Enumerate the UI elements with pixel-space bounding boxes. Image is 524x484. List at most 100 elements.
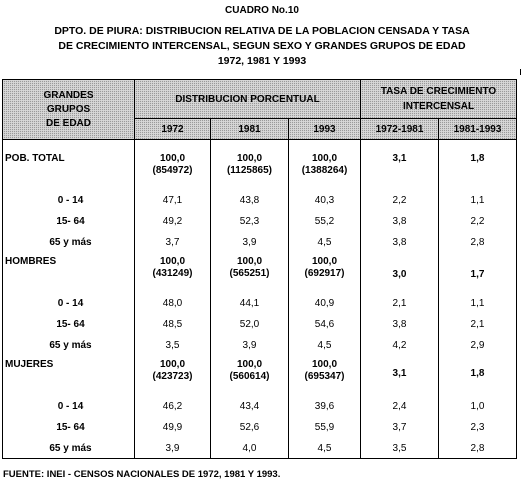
- group-row-mujeres: MUJERES 100,0 (423723) 100,0 (560614) 100,…: [2, 356, 518, 396]
- group-value: 100,0 (854972): [134, 150, 211, 190]
- cell: 3,8: [360, 232, 439, 253]
- table-row: 0 - 14 47,1 43,8 40,3 2,2 1,1: [2, 190, 518, 211]
- header-line: DE EDAD: [45, 117, 91, 129]
- cursor-mark: [520, 69, 521, 75]
- header-line: TASA DE CRECIMIENTO: [380, 86, 497, 97]
- cell: 2,8: [437, 438, 518, 459]
- cell: 55,2: [288, 211, 361, 232]
- cell: 2,4: [360, 396, 439, 417]
- table-subtitle: DPTO. DE PIURA: DISTRIBUCION RELATIVA DE…: [0, 24, 524, 69]
- cell: 4,5: [288, 232, 361, 253]
- table-row: 15- 64 48,5 52,0 54,6 3,8 2,1: [2, 314, 518, 335]
- table-row: 15- 64 49,2 52,3 55,2 3,8 2,2: [2, 211, 518, 232]
- group-value: 100,0 (565251): [210, 253, 289, 293]
- header-period: 1972-1981: [360, 118, 439, 140]
- cell: 40,9: [288, 293, 361, 314]
- cell: 54,6: [288, 314, 361, 335]
- age-label: 0 - 14: [2, 396, 135, 417]
- group-value: 100,0 (560614): [210, 356, 289, 396]
- group-value: 100,0 (431249): [134, 253, 211, 293]
- group-tasa: 1,7: [437, 253, 518, 293]
- cell: 48,5: [134, 314, 211, 335]
- age-label: 65 y más: [2, 335, 135, 356]
- cell: 48,0: [134, 293, 211, 314]
- header-year: 1972: [134, 118, 211, 140]
- cell: 2,9: [437, 335, 518, 356]
- age-label: 15- 64: [2, 417, 135, 438]
- table-row: 65 y más 3,9 4,0 4,5 3,5 2,8: [2, 438, 518, 459]
- group-tasa: 3,0: [360, 253, 439, 293]
- group-value: 100,0 (692917): [288, 253, 361, 293]
- age-label: 65 y más: [2, 232, 135, 253]
- cell: 3,9: [210, 335, 289, 356]
- cell: 2,1: [360, 293, 439, 314]
- group-value: 100,0 (695347): [288, 356, 361, 396]
- table-title: CUADRO No.10: [225, 5, 299, 16]
- cell: 49,9: [134, 417, 211, 438]
- cell: 40,3: [288, 190, 361, 211]
- cell: 52,0: [210, 314, 289, 335]
- cell: 3,7: [134, 232, 211, 253]
- age-label: 65 y más: [2, 438, 135, 459]
- table-row: 0 - 14 48,0 44,1 40,9 2,1 1,1: [2, 293, 518, 314]
- cell: 3,8: [360, 211, 439, 232]
- header-tasa: TASA DE CRECIMIENTO INTERCENSAL: [359, 79, 518, 119]
- cell: 43,4: [210, 396, 289, 417]
- age-label: 0 - 14: [2, 190, 135, 211]
- cell: 1,0: [437, 396, 518, 417]
- header-distribucion: DISTRIBUCION PORCENTUAL: [134, 79, 361, 119]
- cell: 43,8: [210, 190, 289, 211]
- group-value: 100,0 (1388264): [288, 150, 361, 190]
- cell: 4,0: [210, 438, 289, 459]
- group-tasa: 1,8: [437, 150, 518, 190]
- cell: 46,2: [134, 396, 211, 417]
- cell: 3,8: [360, 314, 439, 335]
- cell: 49,2: [134, 211, 211, 232]
- table-row: 65 y más 3,5 3,9 4,5 4,2 2,9: [2, 335, 518, 356]
- header-year: 1981: [210, 118, 289, 140]
- cell: 4,2: [360, 335, 439, 356]
- group-value: 100,0 (423723): [134, 356, 211, 396]
- table-row: 15- 64 49,9 52,6 55,9 3,7 2,3: [2, 417, 518, 438]
- subtitle-line: DE CRECIMIENTO INTERCENSAL, SEGUN SEXO Y…: [58, 40, 466, 52]
- cell: 39,6: [288, 396, 361, 417]
- group-row-hombres: HOMBRES 100,0 (431249) 100,0 (565251) 100,…: [2, 253, 518, 293]
- group-label: POB. TOTAL: [2, 150, 135, 190]
- cell: 1,1: [437, 293, 518, 314]
- group-tasa: 3,1: [360, 356, 439, 396]
- cell: 52,3: [210, 211, 289, 232]
- header-line: GRANDES: [43, 89, 94, 101]
- cell: 2,2: [437, 211, 518, 232]
- group-label: HOMBRES: [2, 253, 135, 293]
- header-line: INTERCENSAL: [402, 101, 475, 112]
- cell: 3,5: [360, 438, 439, 459]
- table-row: 65 y más 3,7 3,9 4,5 3,8 2,8: [2, 232, 518, 253]
- cell: 4,5: [288, 438, 361, 459]
- table-row: 0 - 14 46,2 43,4 39,6 2,4 1,0: [2, 396, 518, 417]
- cell: 47,1: [134, 190, 211, 211]
- group-tasa: 3,1: [360, 150, 439, 190]
- population-table: GRANDES GRUPOS DE EDAD DISTRIBUCION PORC…: [2, 79, 518, 459]
- group-label: MUJERES: [2, 356, 135, 396]
- cell: 4,5: [288, 335, 361, 356]
- age-label: 15- 64: [2, 314, 135, 335]
- group-value: 100,0 (1125865): [210, 150, 289, 190]
- spacer-row: [2, 139, 518, 150]
- group-tasa: 1,8: [437, 356, 518, 396]
- subtitle-line: 1972, 1981 Y 1993: [217, 55, 307, 67]
- cell: 3,9: [134, 438, 211, 459]
- cell: 1,1: [437, 190, 518, 211]
- header-line: GRUPOS: [46, 103, 91, 115]
- cell: 52,6: [210, 417, 289, 438]
- cell: 2,2: [360, 190, 439, 211]
- subtitle-line: DPTO. DE PIURA: DISTRIBUCION RELATIVA DE…: [54, 25, 470, 37]
- cell: 2,1: [437, 314, 518, 335]
- cell: 3,7: [360, 417, 439, 438]
- age-label: 0 - 14: [2, 293, 135, 314]
- cell: 44,1: [210, 293, 289, 314]
- source-note: FUENTE: INEI - CENSOS NACIONALES DE 1972…: [3, 469, 281, 480]
- cell: 3,5: [134, 335, 211, 356]
- cell: 55,9: [288, 417, 361, 438]
- header-year: 1993: [288, 118, 361, 140]
- cell: 2,3: [437, 417, 518, 438]
